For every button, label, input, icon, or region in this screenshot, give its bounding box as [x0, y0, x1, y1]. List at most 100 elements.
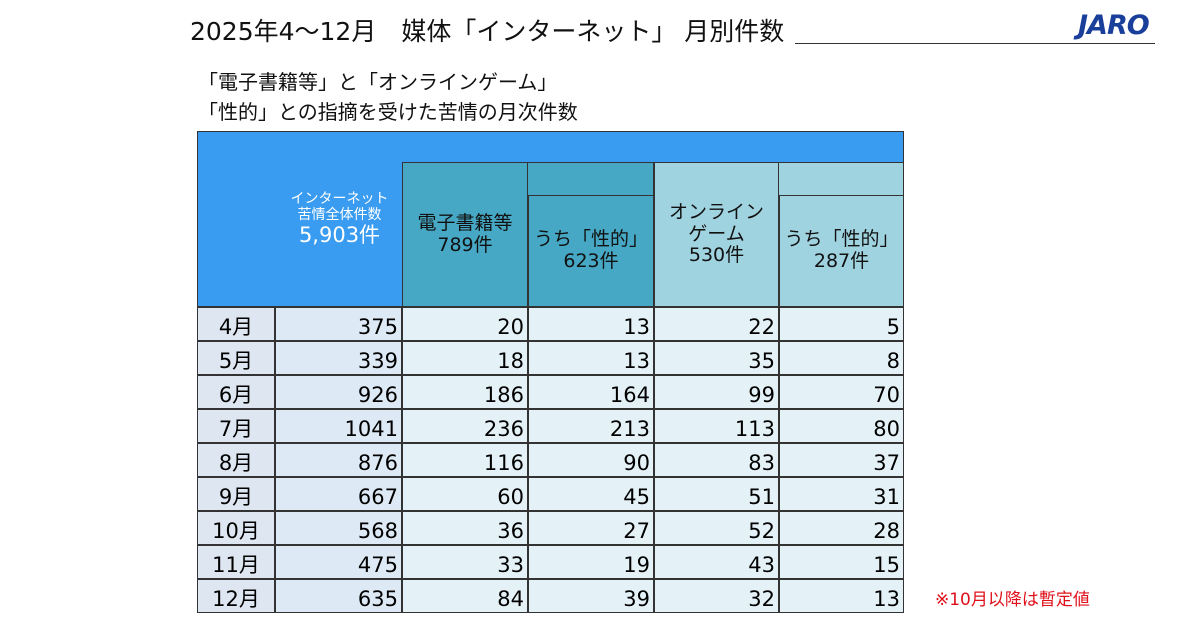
cell-text: 13	[873, 587, 900, 611]
month-cell: 9月	[197, 477, 275, 511]
cell-text: 36	[497, 519, 524, 543]
value-cell: 22	[654, 307, 779, 341]
value-cell: 80	[779, 409, 904, 443]
title-rule	[795, 43, 1155, 44]
value-cell: 99	[654, 375, 779, 409]
value-cell: 475	[275, 545, 402, 579]
value-cell: 20	[402, 307, 528, 341]
value-cell: 339	[275, 341, 402, 375]
cell-text: 213	[609, 417, 650, 441]
value-cell: 186	[402, 375, 528, 409]
cell-text: 113	[734, 417, 775, 441]
header-total: 789件	[437, 233, 493, 256]
cell-text: 475	[357, 553, 398, 577]
value-cell: 568	[275, 511, 402, 545]
cell-text: 667	[357, 485, 398, 509]
value-cell: 37	[779, 443, 904, 477]
header-label: 電子書籍等	[417, 211, 513, 234]
cell-text: 15	[873, 553, 900, 577]
month-cell: 5月	[197, 341, 275, 375]
cell-text: 19	[623, 553, 650, 577]
month-cell: 8月	[197, 443, 275, 477]
column-header: 電子書籍等 789件	[402, 162, 528, 307]
cell-text: 375	[357, 315, 398, 339]
cell-text: 8月	[218, 451, 254, 475]
cell-text: 33	[497, 553, 524, 577]
value-cell: 39	[528, 579, 654, 613]
value-cell: 375	[275, 307, 402, 341]
value-cell: 45	[528, 477, 654, 511]
cell-text: 1041	[344, 417, 398, 441]
value-cell: 70	[779, 375, 904, 409]
cell-text: 90	[623, 451, 650, 475]
value-cell: 43	[654, 545, 779, 579]
cell-text: 9月	[218, 485, 254, 509]
value-cell: 113	[654, 409, 779, 443]
value-cell: 27	[528, 511, 654, 545]
header-total: 287件	[813, 250, 870, 272]
value-cell: 876	[275, 443, 402, 477]
value-cell: 36	[402, 511, 528, 545]
cell-text: 35	[748, 349, 775, 373]
cell-text: 116	[483, 451, 524, 475]
cell-text: 80	[873, 417, 900, 441]
value-cell: 667	[275, 477, 402, 511]
month-cell: 12月	[197, 579, 275, 613]
cell-text: 43	[748, 553, 775, 577]
cell-text: 568	[357, 519, 398, 543]
cell-text: 52	[748, 519, 775, 543]
value-cell: 33	[402, 545, 528, 579]
value-cell: 635	[275, 579, 402, 613]
cell-text: 27	[623, 519, 650, 543]
value-cell: 13	[779, 579, 904, 613]
cell-text: 635	[357, 587, 398, 611]
value-cell: 60	[402, 477, 528, 511]
cell-text: 4月	[218, 315, 254, 339]
header-border	[197, 131, 904, 307]
value-cell: 116	[402, 443, 528, 477]
month-cell: 10月	[197, 511, 275, 545]
month-cell: 7月	[197, 409, 275, 443]
value-cell: 5	[779, 307, 904, 341]
cell-text: 8	[886, 349, 900, 373]
cell-text: 339	[357, 349, 398, 373]
value-cell: 236	[402, 409, 528, 443]
header-total: 623件	[563, 250, 619, 272]
cell-text: 5	[886, 315, 900, 339]
cell-text: 32	[748, 587, 775, 611]
value-cell: 15	[779, 545, 904, 579]
column-header: オンライン ゲーム 530件	[654, 162, 779, 307]
value-cell: 52	[654, 511, 779, 545]
header-total: 530件	[688, 244, 745, 267]
cell-text: 13	[623, 349, 650, 373]
cell-text: 236	[483, 417, 524, 441]
value-cell: 213	[528, 409, 654, 443]
cell-text: 20	[497, 315, 524, 339]
cell-text: 926	[357, 383, 398, 407]
cell-text: 37	[873, 451, 900, 475]
note: ※10月以降は暫定値	[935, 590, 1090, 610]
cell-text: 13	[623, 315, 650, 339]
month-cell: 6月	[197, 375, 275, 409]
subtitle: 「電子書籍等」と「オンラインゲーム」	[198, 70, 558, 94]
month-cell: 11月	[197, 545, 275, 579]
value-cell: 84	[402, 579, 528, 613]
value-cell: 90	[528, 443, 654, 477]
cell-text: 99	[748, 383, 775, 407]
cell-text: 83	[748, 451, 775, 475]
cell-text: 876	[357, 451, 398, 475]
header-label: インターネット	[290, 190, 389, 207]
header-total: 5,903件	[298, 223, 381, 248]
cell-text: 60	[497, 485, 524, 509]
cell-text: 22	[748, 315, 775, 339]
cell-text: 39	[623, 587, 650, 611]
column-header: うち「性的」 623件	[528, 195, 654, 307]
value-cell: 1041	[275, 409, 402, 443]
value-cell: 18	[402, 341, 528, 375]
value-cell: 19	[528, 545, 654, 579]
cell-text: 31	[873, 485, 900, 509]
cell-text: 186	[483, 383, 524, 407]
value-cell: 35	[654, 341, 779, 375]
month-cell: 4月	[197, 307, 275, 341]
cell-text: 45	[623, 485, 650, 509]
